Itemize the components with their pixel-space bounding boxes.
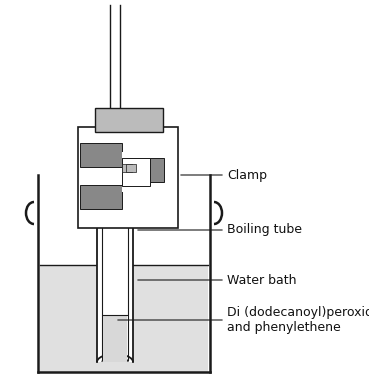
- Bar: [40, 175, 208, 372]
- Text: Clamp: Clamp: [227, 168, 267, 181]
- Bar: [103, 315, 127, 362]
- Text: Water bath: Water bath: [227, 274, 297, 286]
- Bar: [122, 186, 176, 192]
- Bar: [126, 158, 164, 182]
- Bar: [122, 164, 132, 172]
- Bar: [95, 108, 163, 132]
- Text: Boiling tube: Boiling tube: [227, 223, 302, 236]
- Bar: [97, 168, 133, 362]
- Bar: [122, 158, 150, 186]
- Text: Di (dodecanoyl)peroxide
and phenylethene: Di (dodecanoyl)peroxide and phenylethene: [227, 306, 369, 334]
- Bar: [80, 143, 122, 167]
- Bar: [122, 152, 176, 158]
- Bar: [40, 265, 208, 372]
- Bar: [78, 127, 178, 228]
- Bar: [126, 164, 136, 172]
- Bar: [80, 185, 122, 209]
